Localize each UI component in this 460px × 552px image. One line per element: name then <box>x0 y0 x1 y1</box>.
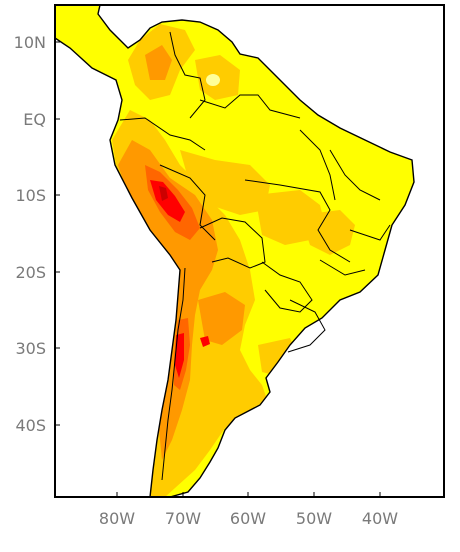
map-frame <box>54 4 445 498</box>
border-venezuela-brazil <box>199 94 301 119</box>
zone-medium-east <box>300 210 355 255</box>
lon-label-60w: 60W <box>230 509 266 528</box>
border-bolivia <box>199 217 266 269</box>
border-chile-argentina <box>161 267 186 481</box>
latitude-axis: 10N EQ 10S 20S 30S 40S <box>14 33 60 435</box>
longitude-axis: 80W 70W 60W 50W 40W <box>99 492 398 528</box>
lat-label-10s: 10S <box>15 186 46 205</box>
border-paraguay <box>261 261 313 313</box>
border-brazil-central <box>244 179 351 263</box>
lat-label-20s: 20S <box>15 263 46 282</box>
lat-label-30s: 30S <box>15 339 46 358</box>
zone-high-colombia <box>145 45 172 80</box>
border-brazil-states <box>299 129 391 276</box>
border-colombia-peru <box>119 117 206 151</box>
lon-label-50w: 50W <box>296 509 332 528</box>
country-borders <box>119 31 391 481</box>
lat-label-10n: 10N <box>14 33 46 52</box>
lon-label-80w: 80W <box>99 509 135 528</box>
zone-medium-amazon <box>180 150 270 215</box>
zone-highest-chile <box>175 333 184 378</box>
lat-label-40s: 40S <box>15 416 46 435</box>
zone-peak <box>159 186 168 201</box>
border-argentina-brazil <box>287 299 326 353</box>
lat-label-eq: EQ <box>23 110 46 129</box>
zone-highest-peru <box>150 180 185 222</box>
border-peru-brazil <box>159 164 216 241</box>
zone-highest-spot <box>200 336 210 347</box>
zone-high-argentina <box>198 292 245 345</box>
lon-label-70w: 70W <box>165 509 201 528</box>
lon-label-40w: 40W <box>362 509 398 528</box>
border-colombia-venezuela <box>169 31 206 119</box>
zone-light-spot <box>206 74 220 86</box>
